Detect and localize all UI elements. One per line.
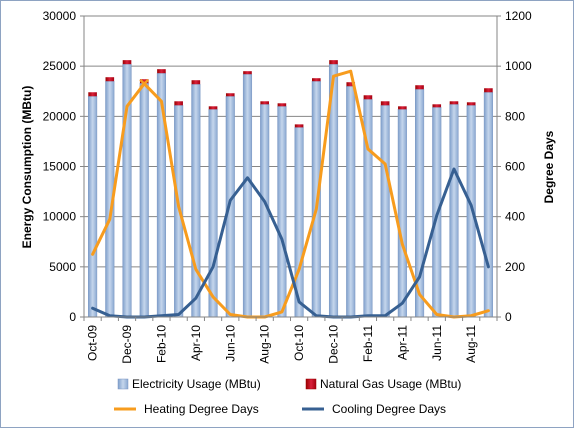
electricity-bar — [242, 73, 253, 318]
left-tick-labels: 0 5000 10000 15000 20000 25000 30000 — [43, 9, 84, 324]
y-axis-title: Energy Consumption (MBtu) — [20, 86, 34, 249]
cooling-degree-days-line — [91, 167, 490, 319]
legend-swatch — [305, 378, 317, 390]
x-tick-label: Feb-10 — [154, 325, 168, 363]
lines — [91, 69, 490, 319]
left-tick-label: 10000 — [43, 210, 77, 224]
gridlines — [84, 15, 497, 268]
natural-gas-bar — [432, 104, 442, 108]
electricity-bar — [397, 109, 407, 318]
natural-gas-bar — [449, 101, 459, 105]
right-tick-label: 0 — [505, 310, 512, 324]
legend: Electricity Usage (MBtu) Natural Gas Usag… — [114, 377, 461, 416]
x-tick-label: Jun-10 — [223, 325, 237, 362]
natural-gas-bar — [363, 95, 373, 100]
left-tick-label: 20000 — [43, 109, 77, 123]
x-tick-label: Aug-10 — [258, 325, 272, 364]
natural-gas-bar — [398, 106, 407, 110]
natural-gas-bar — [139, 79, 149, 84]
natural-gas-bar — [225, 93, 235, 97]
natural-gas-bar — [329, 60, 338, 65]
right-tick-label: 600 — [505, 160, 525, 174]
electricity-bar — [277, 106, 287, 318]
right-tick-label: 1000 — [505, 59, 532, 73]
legend-label: Heating Degree Days — [144, 402, 259, 416]
natural-gas-bar — [484, 88, 493, 93]
electricity-bar — [380, 105, 390, 318]
left-tick-label: 15000 — [43, 160, 77, 174]
natural-gas-bar — [105, 77, 115, 82]
natural-gas-bar — [208, 106, 218, 110]
electricity-bar — [449, 104, 459, 318]
legend-item: Electricity Usage (MBtu) — [117, 377, 261, 391]
natural-gas-bar — [191, 80, 201, 85]
y2-axis-title: Degree Days — [542, 130, 556, 203]
x-tick-label: Oct-09 — [86, 325, 100, 361]
natural-gas-bar — [157, 69, 166, 74]
heating-point-marker — [139, 78, 150, 89]
right-tick-labels: 0 200 400 600 800 1000 1200 — [497, 9, 532, 324]
x-tick-label: Jun-11 — [430, 325, 444, 361]
x-tick-label: Dec-10 — [327, 325, 341, 364]
natural-gas-bar — [415, 85, 424, 90]
right-tick-label: 200 — [505, 260, 525, 274]
legend-item: Natural Gas Usage (MBtu) — [305, 377, 461, 391]
electricity-bar — [88, 96, 98, 318]
left-tick-label: 25000 — [43, 59, 77, 73]
electricity-bar — [346, 85, 356, 318]
natural-gas-bar — [346, 82, 356, 87]
natural-gas-bar — [312, 78, 321, 82]
left-tick-label: 30000 — [43, 9, 77, 23]
natural-gas-bar — [466, 102, 476, 106]
electricity-bar — [208, 109, 218, 318]
x-tick-label: Apr-11 — [395, 325, 409, 360]
natural-gas-bar — [174, 101, 183, 106]
electricity-bar — [191, 83, 201, 318]
heating-degree-days-line — [91, 69, 490, 319]
legend-swatch — [117, 378, 129, 390]
legend-label: Electricity Usage (MBtu) — [132, 377, 261, 391]
natural-gas-bar — [380, 101, 390, 106]
natural-gas-bar — [122, 60, 132, 65]
x-tick-label: Apr-10 — [189, 325, 203, 361]
legend-label: Cooling Degree Days — [332, 402, 446, 416]
legend-item: Heating Degree Days — [114, 402, 259, 416]
natural-gas-bar — [294, 124, 304, 128]
legend-item: Cooling Degree Days — [302, 402, 446, 416]
natural-gas-bar — [88, 92, 97, 97]
natural-gas-bar — [260, 101, 269, 105]
x-tick-labels: Oct-09 Dec-09 Feb-10 Apr-10 Jun-10 Aug-10 Oct-… — [83, 317, 498, 364]
x-tick-label: Feb-11 — [361, 325, 375, 362]
left-tick-label: 5000 — [49, 260, 76, 274]
electricity-bar — [139, 82, 149, 318]
x-tick-label: Aug-11 — [464, 325, 478, 363]
electricity-bar — [483, 92, 493, 318]
x-tick-label: Oct-10 — [292, 325, 306, 361]
natural-gas-bar — [277, 103, 287, 107]
legend-label: Natural Gas Usage (MBtu) — [320, 377, 461, 391]
right-tick-label: 800 — [505, 109, 525, 123]
natural-gas-bar — [243, 71, 252, 75]
right-tick-label: 1200 — [505, 9, 532, 23]
left-tick-label: 0 — [69, 310, 76, 324]
right-tick-label: 400 — [505, 210, 525, 224]
x-tick-label: Dec-09 — [120, 325, 134, 364]
